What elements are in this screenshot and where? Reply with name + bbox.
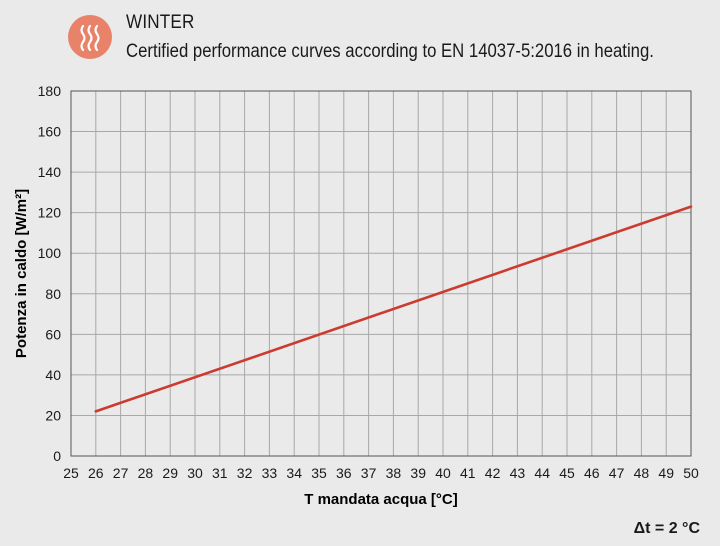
x-axis-label: T mandata acqua [°C] <box>304 491 458 508</box>
x-tick-label: 28 <box>138 465 154 481</box>
x-tick-label: 43 <box>510 465 526 481</box>
y-tick-label: 60 <box>45 326 61 342</box>
x-tick-label: 45 <box>559 465 575 481</box>
x-tick-label: 42 <box>485 465 501 481</box>
x-tick-label: 31 <box>212 465 228 481</box>
x-tick-label: 47 <box>609 465 625 481</box>
x-tick-label: 32 <box>237 465 253 481</box>
x-tick-label: 48 <box>634 465 650 481</box>
chart-grid <box>70 90 692 457</box>
x-tick-label: 25 <box>63 465 79 481</box>
x-tick-label: 33 <box>262 465 278 481</box>
x-tick-labels: 25 26 27 28 29 30 31 32 33 34 35 36 37 38 39 40 41 42 43 44… <box>63 465 699 481</box>
x-tick-label: 39 <box>410 465 426 481</box>
y-tick-label: 20 <box>45 407 61 423</box>
y-tick-label: 120 <box>38 205 62 221</box>
chart-title: WINTER <box>126 12 195 33</box>
y-tick-label: 140 <box>38 164 62 180</box>
chart-subtitle: Certified performance curves according t… <box>126 41 654 62</box>
x-tick-label: 27 <box>113 465 129 481</box>
chart-header: WINTER Certified performance curves acco… <box>0 0 720 80</box>
x-tick-label: 29 <box>162 465 178 481</box>
y-tick-label: 40 <box>45 367 61 383</box>
y-axis-label: Potenza in caldo [W/m²] <box>13 189 30 358</box>
x-tick-label: 36 <box>336 465 352 481</box>
x-tick-label: 35 <box>311 465 327 481</box>
y-tick-label: 0 <box>53 448 61 464</box>
x-tick-label: 44 <box>534 465 550 481</box>
series-lines <box>94 205 693 413</box>
x-tick-label: 26 <box>88 465 104 481</box>
x-tick-label: 30 <box>187 465 203 481</box>
x-tick-label: 34 <box>286 465 302 481</box>
x-tick-label: 38 <box>386 465 402 481</box>
x-tick-label: 46 <box>584 465 600 481</box>
y-tick-label: 160 <box>38 124 62 140</box>
series-line <box>94 205 693 413</box>
x-tick-label: 50 <box>683 465 699 481</box>
y-tick-label: 180 <box>38 83 62 99</box>
x-tick-label: 40 <box>435 465 451 481</box>
y-tick-label: 80 <box>45 286 61 302</box>
x-tick-label: 37 <box>361 465 377 481</box>
plot-frame <box>70 90 692 457</box>
delta-t-note: Δt = 2 °C <box>633 520 700 537</box>
y-tick-label: 100 <box>38 245 62 261</box>
x-tick-label: 41 <box>460 465 476 481</box>
y-tick-labels: 0 20 40 60 80 100 120 140 160 180 <box>38 83 62 464</box>
x-tick-label: 49 <box>658 465 674 481</box>
heat-waves-icon <box>68 15 112 59</box>
